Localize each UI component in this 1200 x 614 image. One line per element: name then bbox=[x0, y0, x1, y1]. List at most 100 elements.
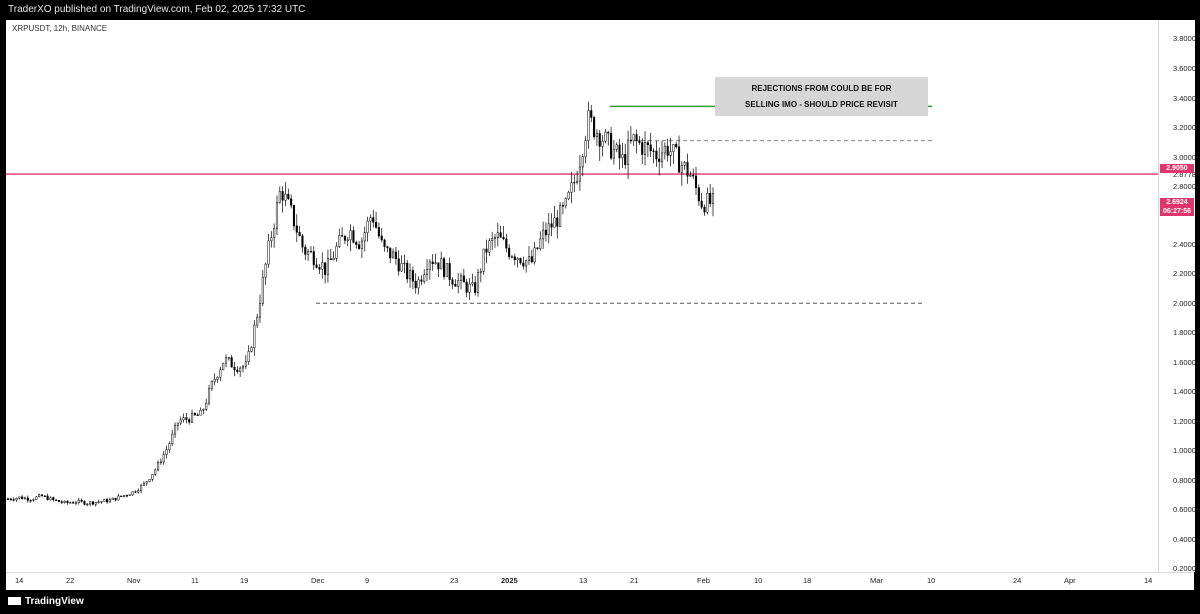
candle-body bbox=[290, 198, 293, 206]
candle-body bbox=[680, 165, 683, 173]
candle-body bbox=[564, 198, 567, 207]
candle-body bbox=[137, 490, 140, 493]
candle-body bbox=[32, 499, 35, 501]
tradingview-logo[interactable]: TradingView bbox=[8, 596, 84, 607]
last-price-tag: 2.6924 bbox=[1160, 198, 1194, 207]
candle-body bbox=[287, 193, 290, 200]
time-tick: 18 bbox=[803, 576, 812, 585]
time-tick: 14 bbox=[1144, 576, 1153, 585]
candle-body bbox=[406, 262, 409, 280]
candle-body bbox=[292, 204, 296, 227]
candle-body bbox=[527, 256, 531, 261]
candle-body bbox=[434, 262, 437, 264]
price-tick: 2.4000 bbox=[1173, 240, 1196, 249]
candle-body bbox=[621, 154, 624, 159]
candle-body bbox=[100, 501, 103, 503]
candle-body bbox=[154, 469, 157, 475]
candle-body bbox=[403, 262, 406, 265]
candle-body bbox=[199, 410, 202, 416]
price-tick: 3.0000 bbox=[1173, 153, 1196, 162]
candle-body bbox=[499, 232, 502, 238]
time-tick: 13 bbox=[579, 576, 588, 585]
candle-body bbox=[309, 251, 313, 253]
candle-body bbox=[106, 499, 109, 503]
candle-body bbox=[593, 117, 596, 138]
candle-body bbox=[227, 357, 230, 359]
candle-body bbox=[142, 482, 145, 486]
price-tick: 2.2000 bbox=[1173, 269, 1196, 278]
candle-body bbox=[392, 251, 395, 259]
candle-body bbox=[660, 152, 664, 163]
candle-body bbox=[369, 217, 372, 222]
candle-body bbox=[383, 239, 386, 247]
candle-body bbox=[205, 402, 208, 410]
candle-body bbox=[485, 248, 488, 253]
price-tick: 2.8778 bbox=[1173, 170, 1196, 179]
candle-body bbox=[341, 235, 344, 237]
candle-body bbox=[502, 237, 505, 240]
candle-body bbox=[400, 263, 403, 272]
candle-body bbox=[567, 192, 570, 199]
candle-body bbox=[219, 369, 222, 378]
candle-body bbox=[29, 500, 32, 502]
price-tick: 3.2000 bbox=[1173, 123, 1196, 132]
candle-body bbox=[610, 132, 613, 159]
candle-body bbox=[349, 230, 352, 241]
candle-body bbox=[522, 262, 525, 267]
price-chart[interactable] bbox=[6, 20, 1158, 572]
candle-body bbox=[655, 150, 658, 160]
candle-body bbox=[318, 267, 321, 270]
candle-body bbox=[60, 501, 63, 503]
candle-body bbox=[462, 275, 465, 283]
candle-body bbox=[607, 131, 610, 134]
candle-body bbox=[627, 139, 630, 165]
candle-body bbox=[675, 144, 678, 148]
candle-body bbox=[491, 238, 494, 241]
candle-body bbox=[298, 232, 301, 237]
candle-body bbox=[108, 499, 111, 503]
candle-body bbox=[278, 191, 281, 203]
price-axis[interactable]: 3.8000 3.6000 3.4000 3.2000 3.0000 2.877… bbox=[1158, 20, 1196, 573]
candle-body bbox=[332, 257, 335, 261]
candle-body bbox=[386, 246, 389, 249]
footer-bar: TradingView bbox=[0, 590, 1200, 614]
price-tick: 1.4000 bbox=[1173, 387, 1196, 396]
candle-body bbox=[326, 258, 329, 275]
candle-body bbox=[216, 377, 219, 380]
candle-body bbox=[493, 237, 497, 239]
candle-body bbox=[584, 140, 587, 158]
candle-body bbox=[355, 242, 358, 245]
candle-body bbox=[366, 220, 369, 233]
price-tick: 1.2000 bbox=[1173, 417, 1196, 426]
publish-info: TraderXO published on TradingView.com, F… bbox=[8, 4, 306, 15]
symbol-legend: XRPUSDT, 12h, BINANCE bbox=[12, 24, 108, 33]
time-axis[interactable]: 14 22 Nov 11 19 Dec 9 23 2025 13 21 Feb … bbox=[6, 572, 1194, 591]
candle-body bbox=[171, 433, 174, 444]
chart-pane[interactable]: XRPUSDT, 12h, BINANCE REJECTIONS FROM CO… bbox=[6, 20, 1158, 572]
candle-body bbox=[247, 351, 250, 363]
candle-body bbox=[35, 496, 38, 500]
candle-body bbox=[408, 270, 412, 280]
candle-body bbox=[55, 499, 58, 501]
candle-body bbox=[601, 140, 604, 147]
candle-body bbox=[74, 502, 78, 504]
price-tick: 3.8000 bbox=[1173, 34, 1196, 43]
candle-body bbox=[544, 229, 548, 236]
candle-body bbox=[686, 162, 689, 177]
candle-body bbox=[312, 251, 315, 266]
candle-body bbox=[43, 495, 46, 498]
candle-body bbox=[516, 258, 519, 261]
candle-body bbox=[120, 495, 123, 498]
time-tick: Mar bbox=[870, 576, 883, 585]
candle-body bbox=[18, 496, 21, 499]
candle-body bbox=[241, 366, 245, 369]
candle-body bbox=[261, 276, 264, 304]
candle-body bbox=[173, 425, 177, 435]
candle-body bbox=[692, 174, 695, 177]
price-tick: 3.6000 bbox=[1173, 64, 1196, 73]
time-tick: 10 bbox=[754, 576, 763, 585]
candle-body bbox=[190, 412, 194, 423]
candle-body bbox=[304, 246, 307, 255]
annotation-note[interactable]: REJECTIONS FROM COULD BE FOR SELLING IMO… bbox=[715, 77, 928, 116]
candle-body bbox=[448, 263, 451, 280]
